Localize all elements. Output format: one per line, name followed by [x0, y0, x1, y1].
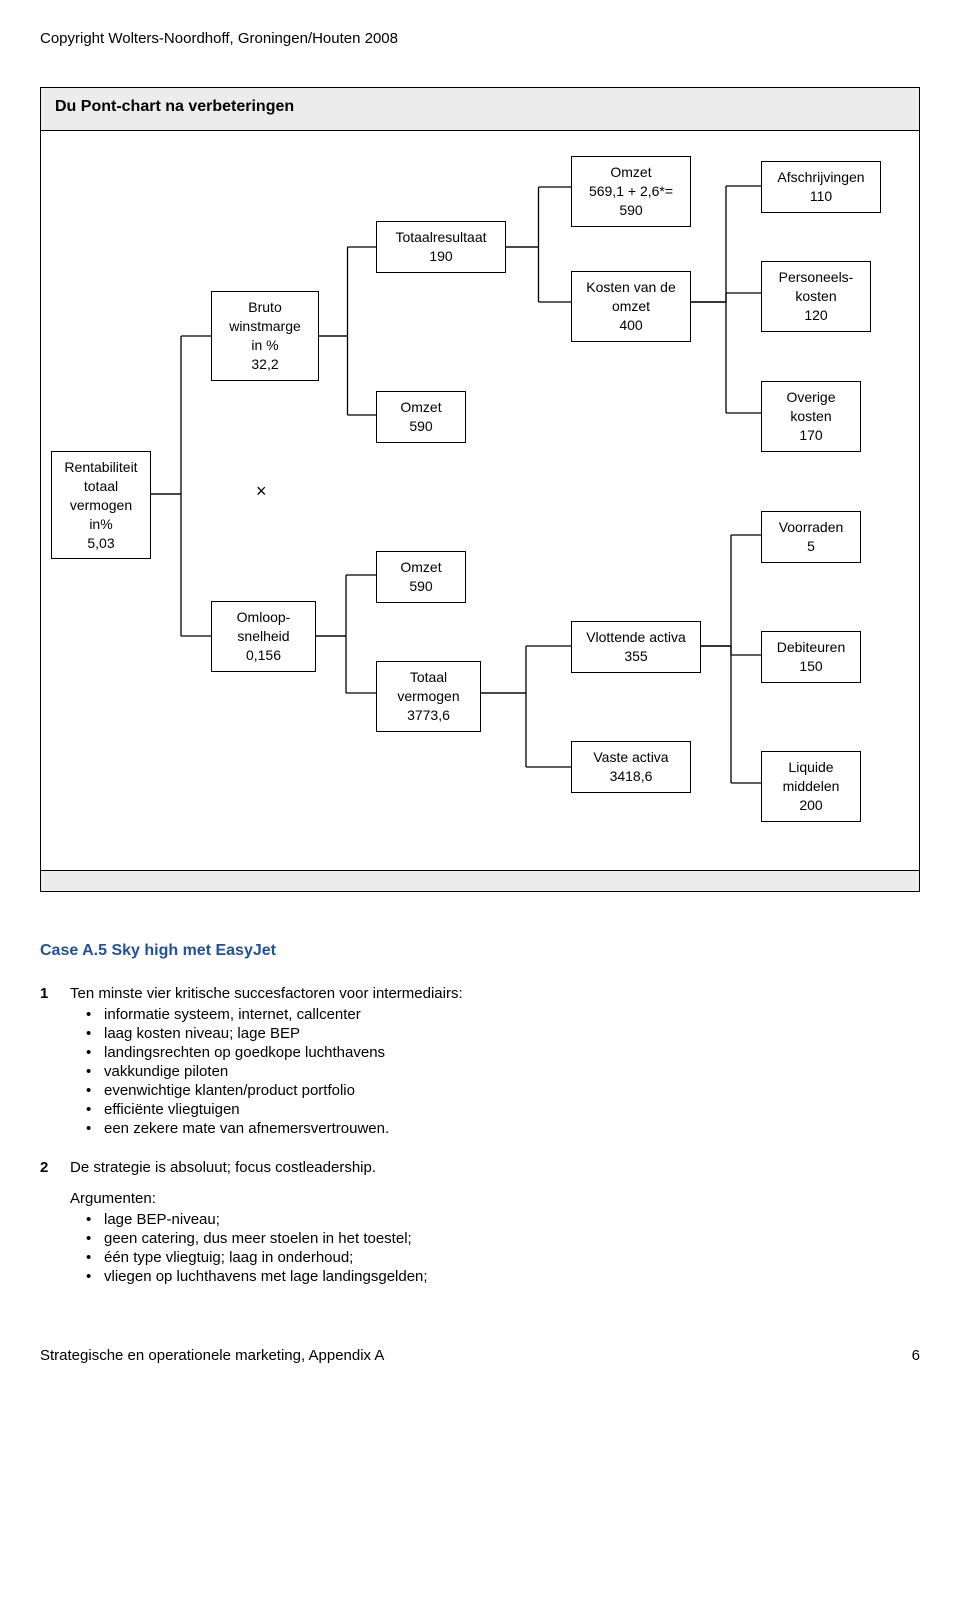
footer-right: 6: [912, 1347, 920, 1364]
question-2: 2 De strategie is absoluut; focus costle…: [40, 1159, 920, 1287]
node-vlottende: Vlottende activa355: [571, 621, 701, 673]
chart-body: Rentabiliteittotaalvermogen in%5,03 Bruto…: [41, 131, 919, 871]
q2-intro: De strategie is absoluut; focus costlead…: [70, 1159, 920, 1176]
dupont-chart: Du Pont-chart na verbeteringen Rentabili…: [40, 87, 920, 892]
node-kosten: Kosten van deomzet400: [571, 271, 691, 342]
chart-title: Du Pont-chart na verbeteringen: [41, 88, 919, 131]
q1-number: 1: [40, 985, 70, 1139]
list-item: laag kosten niveau; lage BEP: [104, 1025, 920, 1042]
q1-intro: Ten minste vier kritische succesfactoren…: [70, 985, 920, 1002]
node-voorraden: Voorraden5: [761, 511, 861, 563]
q2-args-label: Argumenten:: [70, 1190, 920, 1207]
page-footer: Strategische en operationele marketing, …: [40, 1347, 920, 1364]
node-omzet590b: Omzet590: [376, 551, 466, 603]
list-item: landingsrechten op goedkope luchthavens: [104, 1044, 920, 1061]
node-omzet590a: Omzet590: [376, 391, 466, 443]
node-afschrijvingen: Afschrijvingen110: [761, 161, 881, 213]
multiply-symbol: ×: [256, 481, 267, 502]
node-bruto: Brutowinstmargein %32,2: [211, 291, 319, 381]
copyright-line: Copyright Wolters-Noordhoff, Groningen/H…: [40, 30, 920, 47]
node-debiteuren: Debiteuren150: [761, 631, 861, 683]
q2-args-list: lage BEP-niveau; geen catering, dus meer …: [70, 1211, 920, 1285]
node-rentabiliteit: Rentabiliteittotaalvermogen in%5,03: [51, 451, 151, 559]
node-liquide: Liquidemiddelen200: [761, 751, 861, 822]
list-item: informatie systeem, internet, callcenter: [104, 1006, 920, 1023]
list-item: een zekere mate van afnemersvertrouwen.: [104, 1120, 920, 1137]
list-item: evenwichtige klanten/product portfolio: [104, 1082, 920, 1099]
footer-left: Strategische en operationele marketing, …: [40, 1347, 384, 1364]
node-omzetcalc: Omzet569,1 + 2,6*=590: [571, 156, 691, 227]
question-1: 1 Ten minste vier kritische succesfactor…: [40, 985, 920, 1139]
list-item: vakkundige piloten: [104, 1063, 920, 1080]
node-vaste: Vaste activa3418,6: [571, 741, 691, 793]
node-overige: Overigekosten170: [761, 381, 861, 452]
node-personeels: Personeels-kosten120: [761, 261, 871, 332]
node-totaalvermogen: Totaalvermogen3773,6: [376, 661, 481, 732]
case-heading: Case A.5 Sky high met EasyJet: [40, 942, 920, 960]
q1-list: informatie systeem, internet, callcenter…: [70, 1006, 920, 1137]
q1-body: Ten minste vier kritische succesfactoren…: [70, 985, 920, 1139]
q2-body: De strategie is absoluut; focus costlead…: [70, 1159, 920, 1287]
node-totaalresultaat: Totaalresultaat190: [376, 221, 506, 273]
node-omloop: Omloop-snelheid0,156: [211, 601, 316, 672]
list-item: efficiënte vliegtuigen: [104, 1101, 920, 1118]
chart-footer-spacer: [41, 871, 919, 891]
list-item: vliegen op luchthavens met lage landings…: [104, 1268, 920, 1285]
list-item: één type vliegtuig; laag in onderhoud;: [104, 1249, 920, 1266]
list-item: lage BEP-niveau;: [104, 1211, 920, 1228]
list-item: geen catering, dus meer stoelen in het t…: [104, 1230, 920, 1247]
q2-number: 2: [40, 1159, 70, 1287]
